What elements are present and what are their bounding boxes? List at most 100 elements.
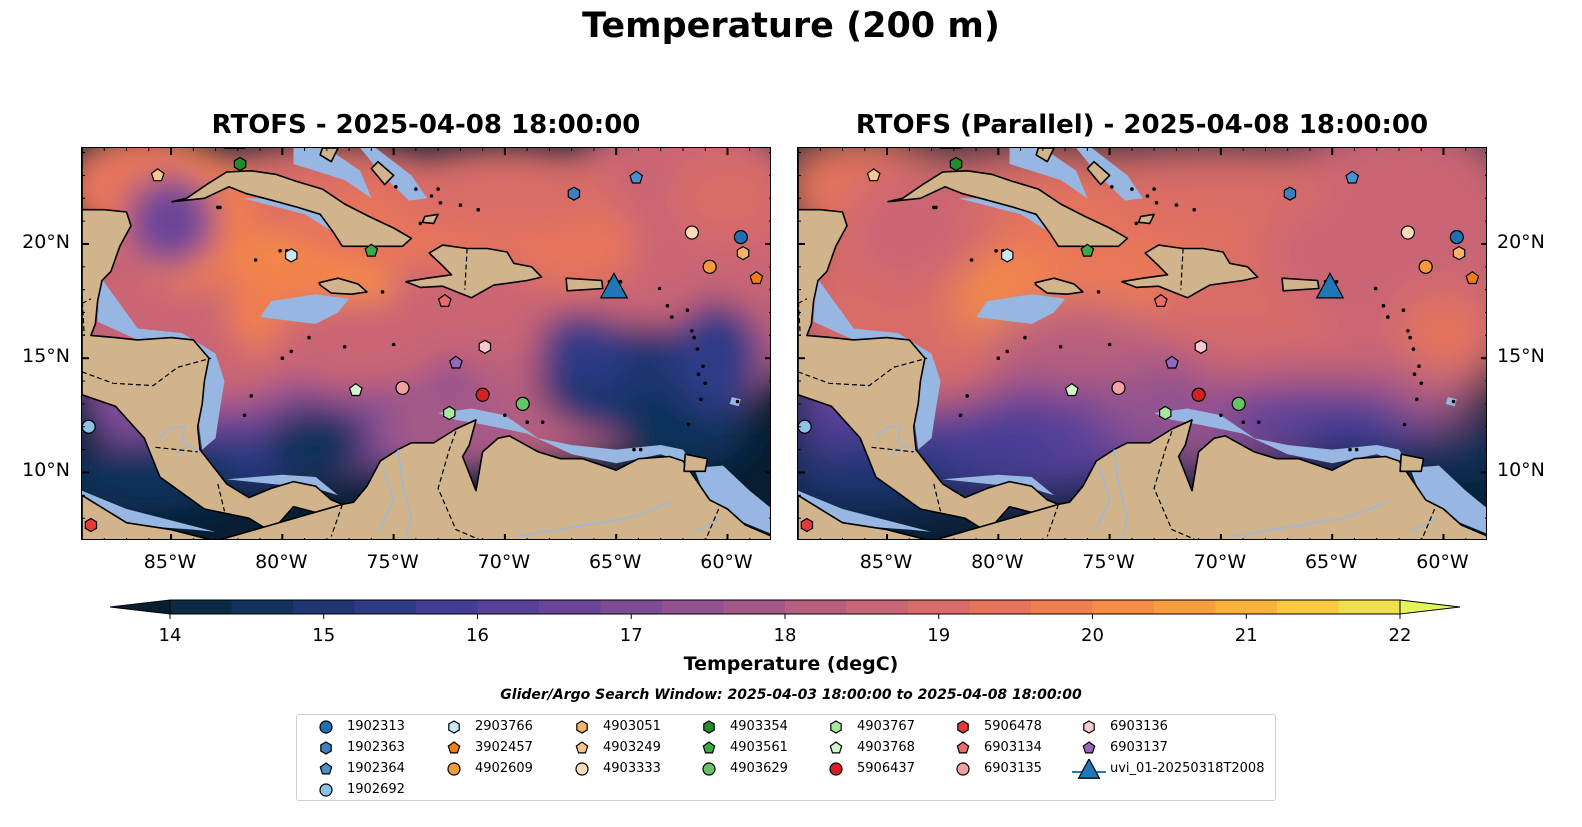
colorbar-segment (477, 600, 540, 614)
colorbar-segment (293, 600, 355, 614)
island-40 (289, 349, 293, 354)
legend-circle-marker (319, 783, 333, 797)
colorbar-segment (723, 600, 786, 614)
land-bahamas1 (319, 148, 339, 163)
obs-6903137-0 (449, 355, 463, 369)
legend-item: 1902692 (307, 780, 507, 800)
obs-4903051-1 (1452, 245, 1466, 261)
legend-label: 4903354 (730, 719, 788, 734)
map-panel-rtofs-parallel (797, 147, 1487, 540)
obs-1902364-0 (629, 170, 644, 184)
obs-6903136-1 (1194, 339, 1208, 354)
shelf-4 (360, 148, 427, 201)
legend-pentagon-marker (829, 741, 843, 754)
border-8 (82, 298, 92, 304)
island-2 (703, 381, 707, 386)
obs-3902457-0 (749, 270, 764, 285)
island-29 (436, 187, 440, 191)
obs-3902457-1 (1465, 270, 1480, 285)
legend-circle-marker (956, 762, 970, 776)
obs-4902609-1 (1418, 259, 1433, 274)
island-8 (1373, 286, 1378, 291)
border-7 (464, 248, 468, 290)
island-21 (216, 205, 220, 210)
legend-label: 2903766 (475, 719, 533, 734)
legend-label: 3902457 (475, 740, 533, 755)
hexagon-marker-icon (703, 720, 715, 734)
lon-tick-label: 80°W (971, 551, 1024, 573)
island-28 (414, 187, 418, 191)
lat-tick-label: 10°N (1497, 459, 1545, 482)
colorbar-segment (1031, 600, 1093, 614)
island-22 (253, 258, 258, 262)
island-39 (418, 221, 423, 226)
island-3 (1417, 364, 1421, 368)
island-38 (1110, 185, 1114, 189)
figure-title: Temperature (200 m) (582, 6, 1000, 46)
hexagon-marker-icon (1083, 720, 1095, 734)
border-6 (1421, 508, 1436, 539)
island-0 (686, 422, 691, 427)
lon-tick-label: 65°W (588, 551, 642, 573)
lon-tick-label: 85°W (143, 551, 197, 573)
colorbar-segment (1338, 600, 1401, 614)
lon-tick-label: 60°W (700, 551, 753, 573)
pentagon-marker-icon (447, 741, 461, 754)
legend-pentagon-marker (702, 741, 716, 754)
border-8 (798, 298, 808, 304)
colorbar-segment (785, 600, 847, 614)
legend-label: 4903333 (603, 761, 661, 776)
legend-pentagon-marker (575, 741, 589, 754)
legend-item: 4903768 (817, 738, 1017, 758)
hexagon-marker-icon (320, 741, 332, 755)
river-2 (1095, 465, 1111, 530)
lon-tick-label: 65°W (1304, 551, 1358, 573)
legend-item: 2903766 (435, 717, 635, 737)
colorbar-tick-label: 21 (1234, 625, 1258, 646)
pentagon-marker-icon (702, 741, 716, 754)
circle-marker-icon (447, 762, 461, 776)
obs-1902363-1 (1283, 186, 1297, 201)
colorbar-segment (416, 600, 478, 614)
legend-circle-marker (575, 762, 589, 776)
panel-title-rtofs-parallel: RTOFS (Parallel) - 2025-04-08 18:00:00 (855, 110, 1429, 140)
hexagon-marker-icon (576, 720, 588, 734)
land-puertorico (565, 277, 604, 292)
island-33 (965, 394, 969, 398)
border-0 (798, 294, 801, 336)
pentagon-marker-icon (319, 762, 333, 775)
legend-label: 1902692 (347, 782, 405, 797)
land-south (82, 419, 770, 539)
colorbar-segment (539, 600, 601, 614)
pentagon-marker-icon (829, 741, 843, 754)
legend-label: 6903137 (1110, 740, 1168, 755)
colorbar-tick-label: 18 (773, 625, 797, 646)
obs-4903333-0 (684, 225, 699, 240)
legend-circle-marker (447, 762, 461, 776)
legend-label: 6903136 (1110, 719, 1168, 734)
island-30 (380, 290, 385, 294)
colorbar-segment (1215, 600, 1278, 614)
island-22 (969, 258, 974, 262)
island-13 (1408, 335, 1412, 340)
island-14 (670, 315, 674, 319)
land-bahamas3 (421, 213, 439, 225)
lat-tick-label: 15°N (1497, 345, 1545, 368)
colorbar-segment (662, 600, 724, 614)
hexagon-marker-icon (957, 720, 969, 734)
island-1 (699, 397, 703, 402)
legend-circle-marker (829, 762, 843, 776)
land-bahamas3 (1137, 213, 1155, 225)
legend-item: 4903629 (690, 759, 890, 779)
island-13 (692, 335, 696, 340)
legend-label: 4903051 (603, 719, 661, 734)
obs-5906478-0 (84, 517, 98, 533)
shelf-1 (976, 294, 1066, 324)
legend-item: 5906478 (944, 717, 1144, 737)
colorbar-tick-label: 17 (619, 625, 643, 646)
obs-6903135-1 (1111, 380, 1126, 396)
legend-label: 4903767 (857, 719, 915, 734)
obs-1902313-1 (1449, 230, 1464, 245)
river-3 (891, 444, 917, 455)
land-puertorico (1281, 277, 1320, 292)
